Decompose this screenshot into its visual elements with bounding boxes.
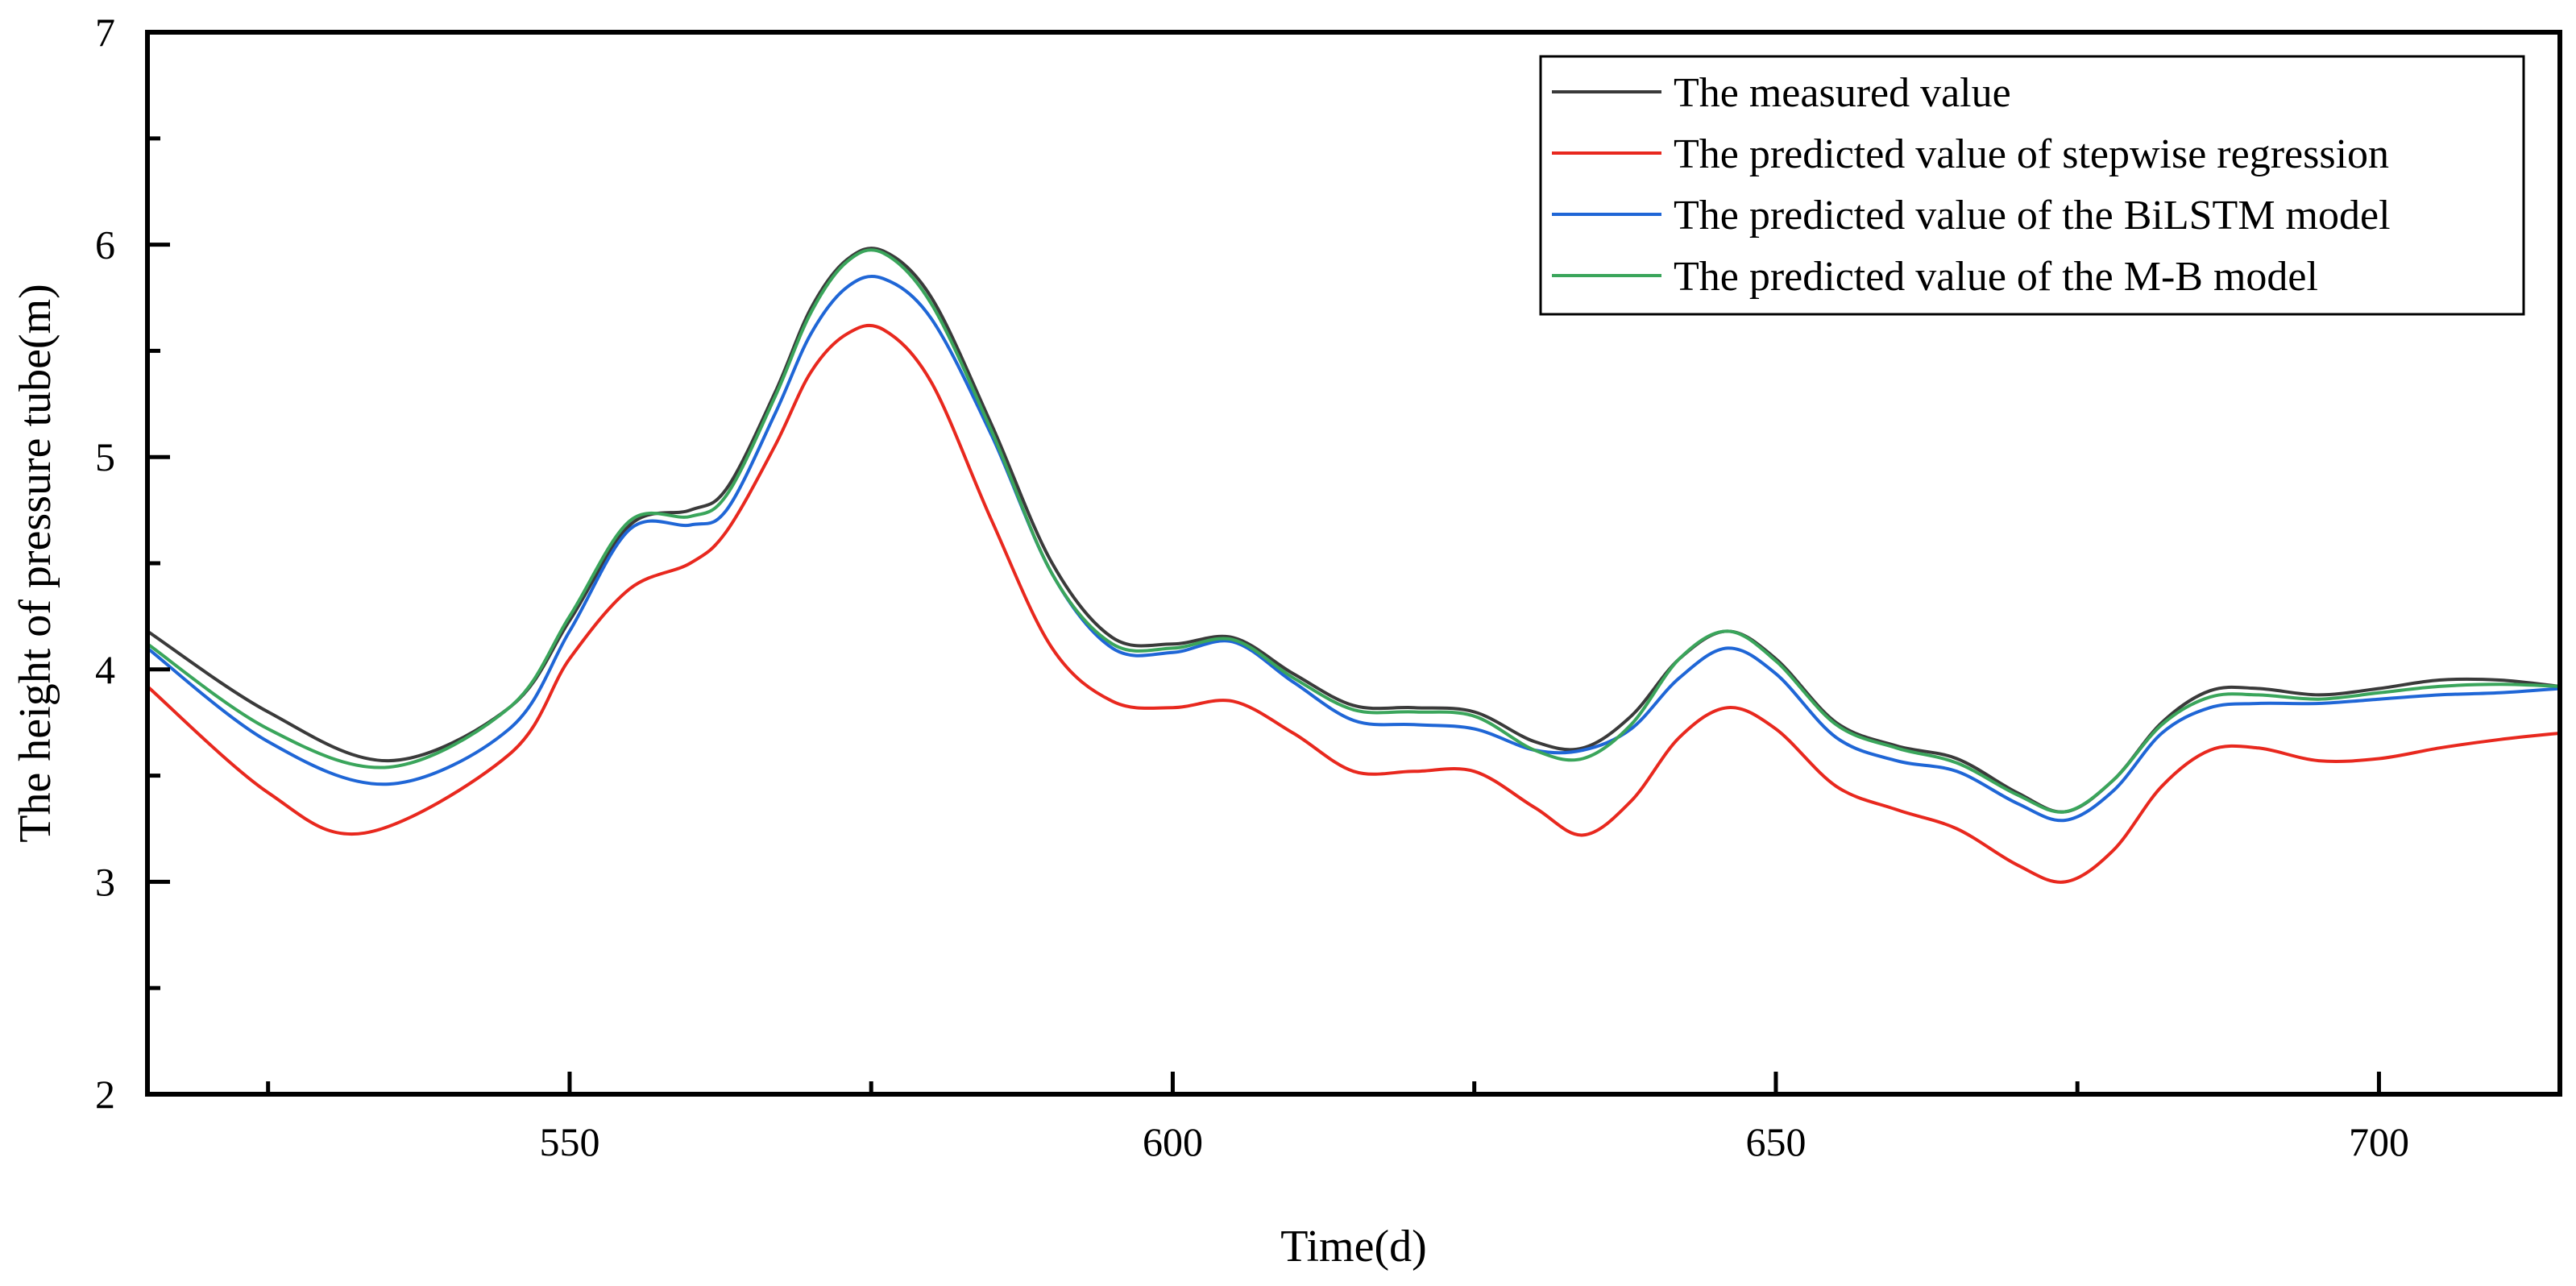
series-layer bbox=[147, 247, 2560, 884]
x-tick-label: 550 bbox=[539, 1119, 599, 1164]
y-tick-label: 5 bbox=[95, 434, 115, 479]
y-tick-label: 3 bbox=[95, 859, 115, 904]
axis-layer: 550 600 650 700 2 3 4 5 6 7 bbox=[95, 10, 2409, 1164]
y-tick-label: 7 bbox=[95, 10, 115, 55]
series-line-the-predicted-value-of-stepwise-regression bbox=[147, 323, 2560, 884]
y-tick-label: 2 bbox=[95, 1072, 115, 1117]
series-line-the-predicted-value-of-the-m-b-model bbox=[147, 248, 2560, 814]
x-tick-label: 650 bbox=[1745, 1119, 1806, 1164]
legend-label-the-measured-value: The measured value bbox=[1674, 70, 2011, 116]
legend-label-the-predicted-value-of-the-m-b-model: The predicted value of the M-B model bbox=[1674, 254, 2318, 300]
legend: The measured value The predicted value of… bbox=[1539, 55, 2525, 316]
legend-box bbox=[1539, 55, 2525, 316]
x-axis-title: Time(d) bbox=[1280, 1222, 1427, 1271]
x-tick-label: 700 bbox=[2349, 1119, 2409, 1164]
legend-label-the-predicted-value-of-the-bilstm-model: The predicted value of the BiLSTM model bbox=[1674, 193, 2391, 239]
x-tick-label: 600 bbox=[1143, 1119, 1203, 1164]
y-tick-label: 4 bbox=[95, 647, 115, 692]
legend-label-the-predicted-value-of-stepwise-regression: The predicted value of stepwise regressi… bbox=[1674, 131, 2389, 177]
series-line-the-predicted-value-of-the-bilstm-model bbox=[147, 275, 2560, 823]
y-tick-label: 6 bbox=[95, 222, 115, 268]
y-axis-title: The height of pressure tube(m) bbox=[10, 284, 60, 843]
